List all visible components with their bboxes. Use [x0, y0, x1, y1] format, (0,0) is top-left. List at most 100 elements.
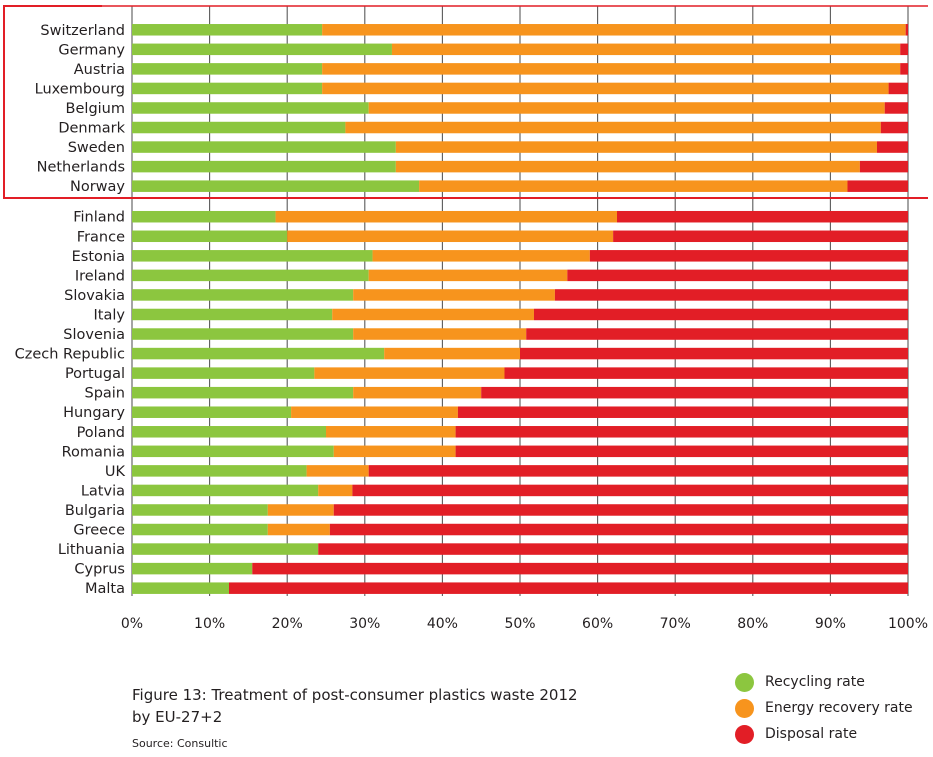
country-label-estonia: Estonia: [72, 249, 125, 265]
bar-estonia-disposal-rate: [589, 250, 908, 262]
x-tick-label-80: 80%: [737, 616, 768, 632]
legend-label-disposal: Disposal rate: [765, 726, 858, 742]
bar-spain-disposal-rate: [481, 386, 908, 399]
bar-belgium-disposal-rate: [884, 102, 908, 114]
bar-germany-disposal-rate: [900, 43, 908, 56]
bar-norway-recycling-rate: [132, 180, 420, 192]
bar-czech-republic-energy-recovery-rate: [384, 347, 520, 360]
bar-france-disposal-rate: [613, 230, 908, 243]
bar-netherlands-energy-recovery-rate: [395, 160, 860, 173]
bar-austria-energy-recovery-rate: [322, 63, 901, 75]
bar-denmark-recycling-rate: [132, 121, 346, 134]
bar-estonia-recycling-rate: [132, 250, 373, 262]
bar-finland-energy-recovery-rate: [275, 210, 617, 223]
bar-portugal-energy-recovery-rate: [314, 367, 505, 379]
country-label-slovakia: Slovakia: [64, 288, 125, 304]
bar-luxembourg-disposal-rate: [888, 82, 908, 95]
x-tick-label-60: 60%: [582, 616, 613, 632]
bar-romania-recycling-rate: [132, 445, 334, 458]
bar-bulgaria-recycling-rate: [132, 504, 268, 516]
country-label-malta: Malta: [85, 581, 125, 597]
bar-slovenia-energy-recovery-rate: [353, 328, 527, 340]
bar-germany-recycling-rate: [132, 43, 392, 56]
x-tick-label-40: 40%: [427, 616, 458, 632]
bar-finland-disposal-rate: [617, 210, 908, 223]
country-label-romania: Romania: [62, 444, 125, 460]
bar-lithuania-recycling-rate: [132, 543, 319, 555]
country-label-bulgaria: Bulgaria: [65, 503, 125, 519]
highlight-frame: [3, 5, 928, 199]
bar-malta-disposal-rate: [229, 582, 908, 594]
country-label-netherlands: Netherlands: [37, 160, 125, 176]
x-tick-label-30: 30%: [349, 616, 380, 632]
country-label-ireland: Ireland: [75, 268, 125, 284]
bar-ireland-disposal-rate: [567, 269, 908, 282]
bar-bulgaria-disposal-rate: [333, 504, 908, 516]
bar-switzerland-recycling-rate: [132, 24, 323, 36]
country-label-france: France: [77, 229, 125, 245]
x-tick-label-10: 10%: [194, 616, 225, 632]
country-label-uk: UK: [105, 464, 126, 480]
bar-netherlands-disposal-rate: [859, 160, 908, 173]
figure-caption: Figure 13: Treatment of post-consumer pl…: [132, 684, 692, 728]
bar-latvia-energy-recovery-rate: [318, 484, 353, 497]
bar-portugal-disposal-rate: [504, 367, 908, 379]
bars: [132, 24, 908, 594]
bar-germany-energy-recovery-rate: [391, 43, 901, 56]
bar-lithuania-disposal-rate: [318, 543, 908, 555]
legend-swatch-disposal: [735, 724, 754, 744]
bar-denmark-energy-recovery-rate: [345, 121, 881, 134]
bar-belgium-recycling-rate: [132, 102, 369, 114]
source-note: Source: Consultic: [132, 737, 228, 750]
country-label-greece: Greece: [73, 523, 125, 539]
bar-romania-energy-recovery-rate: [333, 445, 456, 458]
bar-uk-disposal-rate: [368, 465, 908, 477]
bar-france-energy-recovery-rate: [287, 230, 614, 243]
bar-belgium-energy-recovery-rate: [368, 102, 885, 114]
legend-swatch-recycling: [735, 672, 754, 692]
bar-switzerland-disposal-rate: [905, 24, 908, 36]
bar-switzerland-energy-recovery-rate: [322, 24, 906, 36]
bar-estonia-energy-recovery-rate: [372, 250, 590, 262]
bar-slovenia-disposal-rate: [526, 328, 908, 340]
bar-slovenia-recycling-rate: [132, 328, 354, 340]
caption-line-2: by EU-27+2: [132, 708, 223, 726]
bar-bulgaria-energy-recovery-rate: [267, 504, 334, 516]
country-label-czech-republic: Czech Republic: [15, 347, 125, 363]
bar-uk-energy-recovery-rate: [306, 465, 369, 477]
bar-luxembourg-energy-recovery-rate: [322, 82, 889, 95]
bar-cyprus-recycling-rate: [132, 562, 253, 575]
caption-line-1: Figure 13: Treatment of post-consumer pl…: [132, 686, 578, 704]
country-label-germany: Germany: [58, 42, 125, 58]
x-tick-label-0: 0%: [121, 616, 143, 632]
bar-portugal-recycling-rate: [132, 367, 315, 379]
bar-france-recycling-rate: [132, 230, 288, 243]
country-label-denmark: Denmark: [58, 121, 125, 137]
country-label-sweden: Sweden: [68, 140, 125, 156]
country-label-hungary: Hungary: [63, 405, 125, 421]
x-tick-label-50: 50%: [504, 616, 535, 632]
legend-item-energy-recovery: Energy recovery rate: [735, 695, 930, 721]
country-label-slovenia: Slovenia: [63, 327, 125, 343]
bar-malta-recycling-rate: [132, 582, 229, 594]
bar-hungary-disposal-rate: [457, 406, 908, 418]
legend-label-energy-recovery: Energy recovery rate: [765, 700, 913, 716]
legend-label-recycling: Recycling rate: [765, 674, 865, 690]
legend-item-recycling: Recycling rate: [735, 669, 930, 695]
bar-spain-energy-recovery-rate: [353, 386, 482, 399]
country-label-cyprus: Cyprus: [74, 562, 125, 578]
bar-slovakia-disposal-rate: [554, 289, 908, 301]
bar-greece-energy-recovery-rate: [267, 523, 330, 536]
bar-austria-recycling-rate: [132, 63, 323, 75]
legend: Recycling rate Energy recovery rate Disp…: [735, 669, 930, 747]
bar-italy-disposal-rate: [533, 308, 908, 321]
x-axis-ticks: 0% 10% 20% 30% 40% 50% 60% 70% 80% 90% 100%: [121, 616, 928, 632]
bar-italy-recycling-rate: [132, 308, 333, 321]
bar-ireland-recycling-rate: [132, 269, 369, 282]
bar-greece-recycling-rate: [132, 523, 268, 536]
bar-czech-republic-recycling-rate: [132, 347, 385, 360]
highlight-frame-left: [3, 5, 928, 199]
country-label-finland: Finland: [73, 210, 125, 226]
country-label-poland: Poland: [77, 425, 125, 441]
bar-poland-disposal-rate: [455, 426, 908, 438]
